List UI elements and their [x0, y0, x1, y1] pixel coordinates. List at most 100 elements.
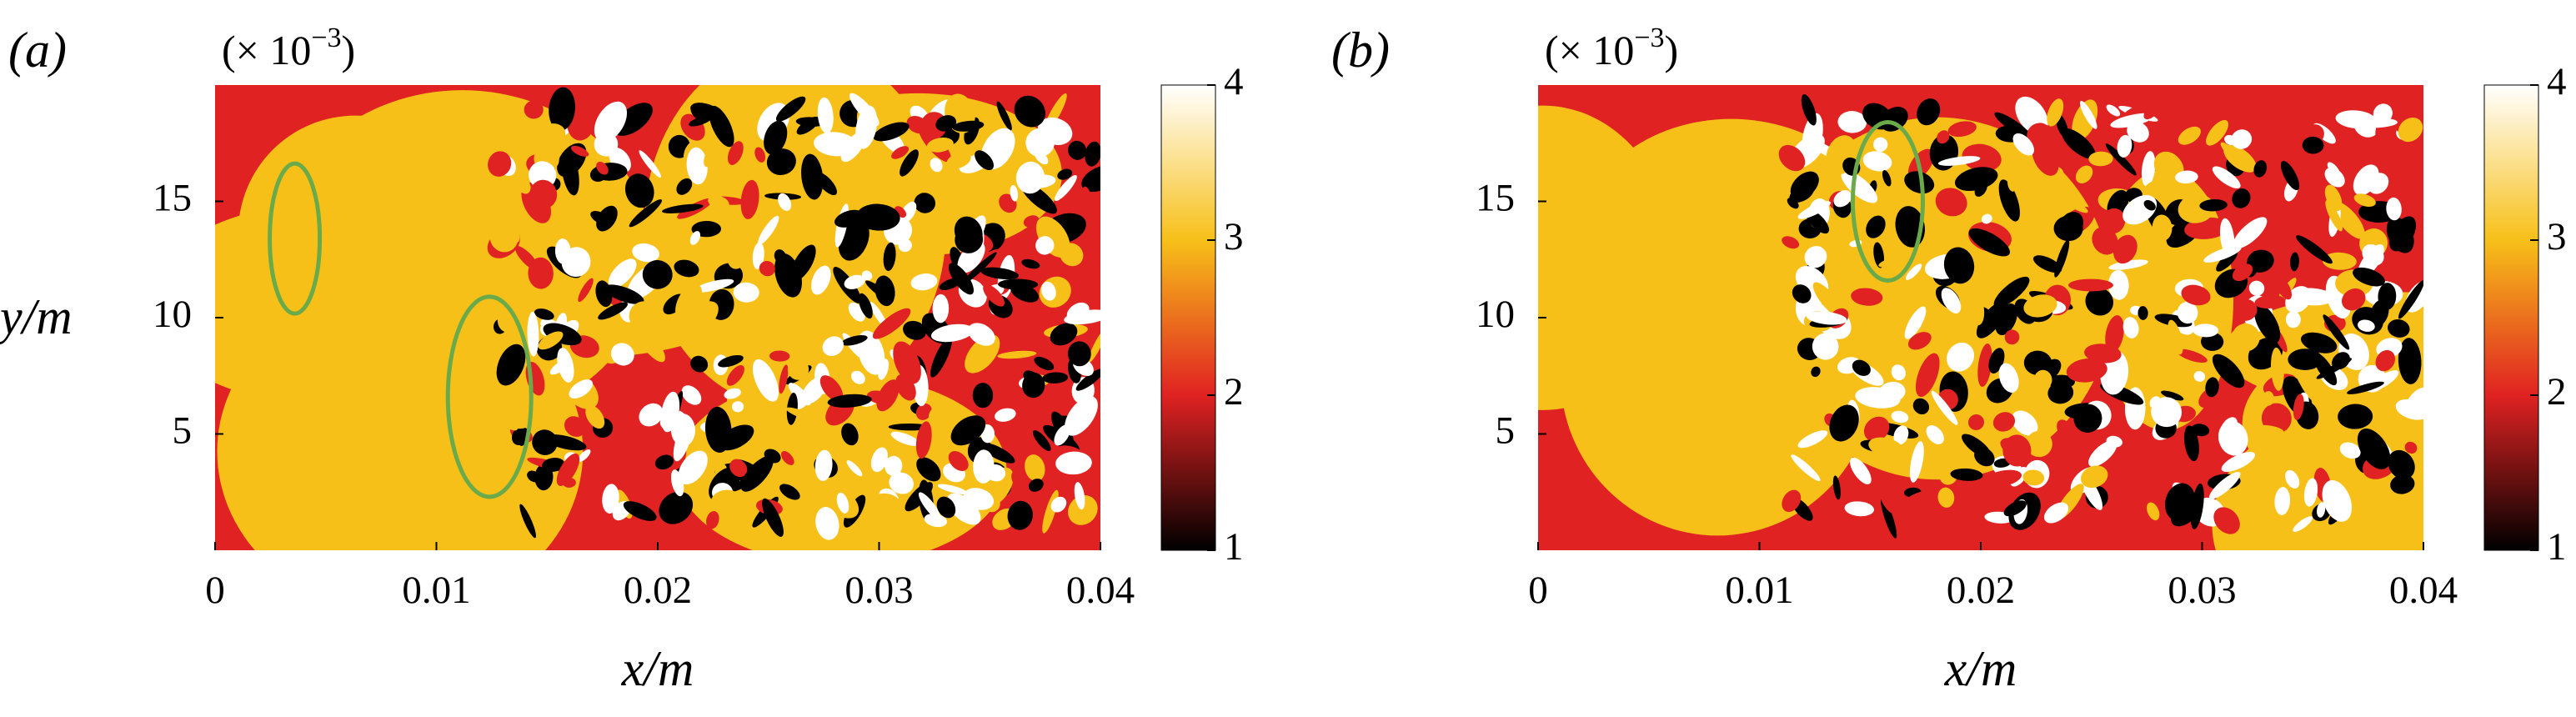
field-texture — [1025, 174, 1056, 188]
field-texture — [489, 399, 519, 431]
field-texture — [787, 358, 809, 380]
field-texture — [549, 87, 575, 131]
field-texture — [740, 455, 774, 492]
field-texture — [841, 335, 868, 346]
field-texture — [704, 148, 714, 168]
field-texture — [915, 421, 932, 459]
field-texture — [2233, 298, 2258, 321]
field-texture — [2398, 117, 2423, 143]
field-texture — [629, 199, 663, 228]
field-texture — [932, 293, 950, 323]
panel-label: (b) — [1331, 23, 1390, 78]
field-texture — [2353, 164, 2379, 196]
field-texture — [1897, 298, 1913, 319]
field-texture — [538, 331, 564, 350]
field-texture — [2177, 301, 2198, 324]
field-texture — [1998, 179, 2020, 222]
field-texture — [2043, 502, 2069, 524]
multiplier-suffix: ) — [1665, 27, 1679, 73]
field-texture — [910, 273, 938, 291]
field-texture — [710, 489, 743, 514]
field-texture — [1074, 112, 1098, 132]
field-texture — [1022, 372, 1045, 399]
field-texture — [1068, 140, 1087, 160]
field-texture — [1797, 201, 1831, 219]
field-texture — [779, 364, 789, 394]
colorbar-tick-label: 3 — [1224, 215, 1244, 258]
field-texture — [2154, 250, 2178, 273]
field-texture — [754, 147, 766, 163]
field-texture — [2127, 121, 2149, 143]
field-texture — [819, 375, 844, 402]
colorbar-tick-label: 1 — [2547, 525, 2567, 569]
field-texture — [2395, 399, 2423, 420]
field-texture — [500, 218, 520, 243]
field-texture — [1832, 475, 1841, 500]
field-texture — [2176, 348, 2208, 364]
x-axis-label: x/m — [621, 641, 694, 696]
field-texture — [561, 149, 579, 196]
panel-label: (a) — [8, 23, 67, 78]
field-texture — [2274, 487, 2291, 515]
x-tick-label: 0 — [205, 569, 225, 612]
field-texture — [2254, 294, 2286, 309]
field-texture — [2404, 441, 2418, 454]
colorbar-tick-label: 2 — [1224, 370, 1244, 414]
field-texture — [972, 383, 994, 409]
field-texture — [1041, 281, 1056, 301]
field-texture — [2390, 474, 2415, 494]
field-texture — [1854, 256, 1879, 283]
field-texture — [1039, 449, 1058, 475]
field-texture — [2353, 193, 2376, 207]
field-texture — [2253, 160, 2268, 178]
field-texture — [762, 498, 784, 537]
field-texture — [2029, 188, 2046, 215]
field-texture — [602, 484, 619, 514]
multiplier: (× 10−3) — [1545, 23, 1678, 74]
field-texture — [660, 391, 680, 433]
field-texture — [2378, 283, 2397, 310]
field-texture — [1891, 410, 1909, 424]
field-texture — [973, 449, 995, 484]
field-texture — [561, 247, 591, 278]
field-texture — [1993, 276, 2030, 308]
field-texture — [858, 293, 873, 319]
field-texture — [930, 323, 974, 343]
field-texture — [570, 145, 589, 157]
field-texture — [1081, 186, 1094, 218]
field-texture — [1792, 284, 1812, 303]
field-texture — [2293, 211, 2318, 237]
field-texture — [1050, 323, 1078, 346]
field-texture — [2285, 311, 2301, 328]
field-texture — [2324, 167, 2345, 188]
colorbar-tick-label: 3 — [2547, 215, 2567, 258]
field-texture — [2088, 151, 2113, 167]
colorbar-tick-label: 1 — [1224, 525, 1244, 569]
field-texture — [1782, 489, 1802, 513]
field-texture — [2270, 347, 2284, 391]
field-texture — [2012, 410, 2038, 436]
y-tick-label: 5 — [173, 409, 193, 452]
field-texture — [524, 100, 544, 119]
field-texture — [814, 172, 837, 196]
field-texture — [2293, 516, 2313, 532]
field-texture — [885, 455, 903, 476]
field-texture — [2301, 196, 2313, 210]
field-texture — [681, 385, 702, 405]
field-texture — [1873, 242, 1885, 268]
field-texture — [1893, 425, 1909, 445]
field-texture — [752, 242, 764, 269]
field-texture — [731, 401, 744, 413]
field-texture — [1954, 167, 1998, 192]
field-texture — [1868, 437, 1904, 459]
field-texture — [998, 278, 1039, 290]
field-texture — [2022, 469, 2045, 486]
field-texture — [893, 341, 921, 384]
field-texture — [1873, 137, 1888, 152]
field-texture — [2386, 217, 2414, 253]
field-texture — [2275, 276, 2292, 300]
field-texture — [1007, 500, 1033, 530]
field-texture — [1905, 263, 1922, 280]
field-texture — [844, 274, 865, 289]
field-texture — [763, 404, 776, 438]
